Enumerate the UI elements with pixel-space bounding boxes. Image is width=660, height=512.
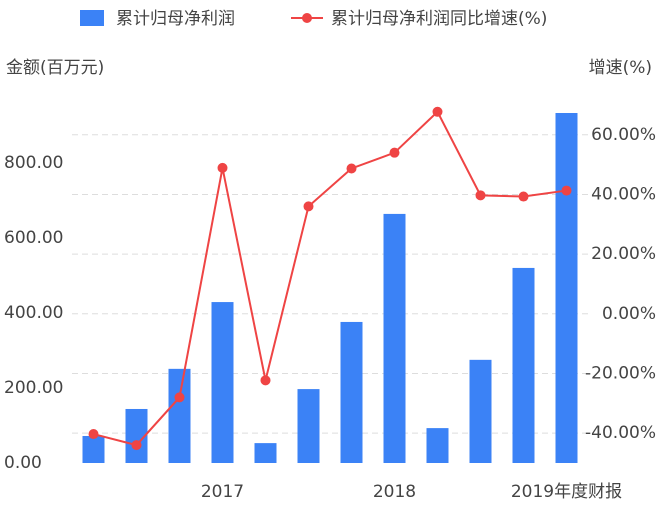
y2-tick-label: -20.00% xyxy=(585,363,656,383)
y2-tick-label: 40.00% xyxy=(591,184,656,204)
y2-axis-title: 增速(%) xyxy=(589,58,652,78)
line-point xyxy=(432,106,443,117)
legend-label: 累计归母净利润同比增速(%) xyxy=(331,9,547,29)
bar xyxy=(512,267,535,463)
y-tick-label: 200.00 xyxy=(4,378,63,398)
bar xyxy=(82,435,105,463)
y-tick-label: 800.00 xyxy=(4,153,63,173)
line-point xyxy=(561,185,572,196)
line-point xyxy=(88,429,99,440)
line-point xyxy=(131,440,142,451)
y-axis-title: 金额(百万元) xyxy=(6,58,104,78)
x-tick-label: 2017 xyxy=(201,482,244,502)
bar xyxy=(168,368,191,463)
bar xyxy=(426,428,449,463)
legend-swatch xyxy=(302,13,312,23)
line-point xyxy=(260,375,271,386)
bar xyxy=(469,359,492,463)
y-tick-label: 600.00 xyxy=(4,228,63,248)
line-point xyxy=(217,162,228,173)
line-point xyxy=(303,201,314,212)
bar xyxy=(383,213,406,463)
line-point xyxy=(174,392,185,403)
bar xyxy=(297,389,320,463)
legend-label: 累计归母净利润 xyxy=(116,9,235,29)
line-point xyxy=(346,163,357,174)
bar xyxy=(125,408,148,463)
line xyxy=(93,110,567,447)
y-tick-label: 0.00 xyxy=(4,453,42,473)
y2-tick-label: -40.00% xyxy=(585,423,656,443)
bar xyxy=(340,321,363,463)
bar xyxy=(555,113,578,463)
legend-swatch xyxy=(80,10,104,26)
bar xyxy=(211,302,234,463)
line-point xyxy=(475,190,486,201)
y2-tick-label: 60.00% xyxy=(591,125,656,145)
bar xyxy=(254,443,277,463)
line-point xyxy=(389,147,400,158)
line-point xyxy=(518,191,529,202)
y-tick-label: 400.00 xyxy=(4,303,63,323)
y2-tick-label: 0.00% xyxy=(602,304,656,324)
x-tick-label: 2018 xyxy=(373,482,416,502)
x-tick-label: 2019年度财报 xyxy=(511,482,622,502)
y2-tick-label: 20.00% xyxy=(591,244,656,264)
